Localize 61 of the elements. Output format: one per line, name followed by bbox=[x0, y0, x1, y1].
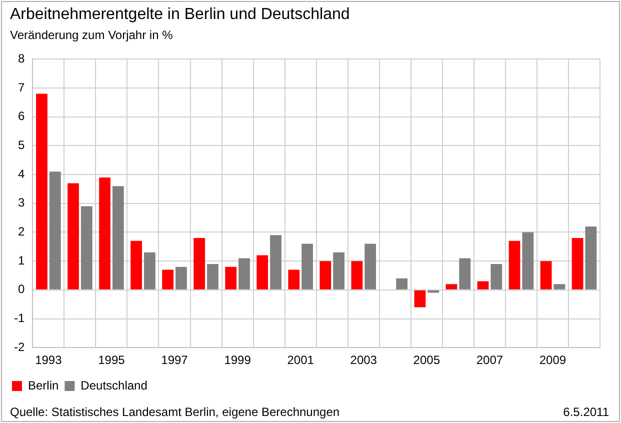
x-tick-label: 1995 bbox=[98, 353, 126, 368]
bar bbox=[490, 264, 502, 290]
bar bbox=[194, 238, 206, 290]
bar bbox=[320, 261, 332, 290]
bar bbox=[333, 252, 344, 290]
bar bbox=[112, 186, 124, 290]
bar bbox=[428, 290, 440, 293]
legend-label: Deutschland bbox=[80, 378, 148, 392]
x-tick-label: 2005 bbox=[413, 353, 440, 368]
chart-title: Arbeitnehmerentgelte in Berlin und Deutschland bbox=[10, 6, 350, 24]
bar bbox=[508, 240, 520, 290]
x-tick-label: 1999 bbox=[224, 353, 252, 368]
text: 6.5.2011 bbox=[563, 405, 609, 419]
y-tick-label: -1 bbox=[14, 311, 25, 326]
bar bbox=[414, 290, 426, 308]
bar bbox=[585, 226, 597, 290]
bar bbox=[238, 258, 250, 290]
x-tick-label: 2001 bbox=[287, 353, 314, 368]
x-tick-label: 1997 bbox=[161, 353, 188, 368]
bar bbox=[477, 281, 489, 290]
y-tick-label: 4 bbox=[18, 166, 25, 181]
bar bbox=[554, 284, 566, 290]
bar bbox=[162, 270, 174, 290]
y-tick-label: 7 bbox=[18, 80, 25, 94]
x-tick-label: 2007 bbox=[476, 353, 504, 368]
bar bbox=[49, 172, 61, 290]
y-tick-label: -2 bbox=[14, 340, 25, 354]
bar bbox=[351, 261, 363, 290]
x-tick-label: 2009 bbox=[539, 353, 566, 368]
bar bbox=[130, 240, 142, 290]
x-tick-label: 2003 bbox=[350, 353, 378, 368]
bar bbox=[207, 264, 218, 290]
y-tick-label: 2 bbox=[18, 224, 25, 239]
y-tick-label: 8 bbox=[18, 52, 25, 66]
y-tick-label: 6 bbox=[18, 109, 25, 124]
legend-label: Berlin bbox=[28, 378, 59, 392]
bar bbox=[256, 255, 268, 290]
bar bbox=[36, 94, 48, 290]
y-tick-label: 3 bbox=[18, 196, 25, 210]
bar bbox=[459, 258, 471, 290]
bar bbox=[99, 177, 110, 290]
bar bbox=[364, 244, 376, 290]
bar bbox=[572, 238, 584, 290]
y-tick-label: 5 bbox=[18, 138, 25, 152]
bar bbox=[540, 261, 552, 290]
bar bbox=[288, 270, 300, 290]
bar bbox=[302, 244, 313, 290]
y-tick-label: 1 bbox=[18, 253, 25, 268]
x-tick-label: 1993 bbox=[35, 353, 62, 368]
bar bbox=[80, 206, 92, 290]
bar bbox=[396, 278, 408, 290]
bar bbox=[522, 232, 534, 290]
y-tick-label: 0 bbox=[18, 282, 25, 296]
chart-subtitle: Veränderung zum Vorjahr in % bbox=[10, 28, 173, 42]
bar bbox=[144, 252, 156, 290]
source-note: Quelle: Statistisches Landesamt Berlin, eigene Berechnungen bbox=[10, 405, 340, 419]
bar bbox=[270, 235, 282, 290]
bar bbox=[225, 266, 237, 290]
bar bbox=[68, 183, 79, 290]
bar bbox=[176, 266, 187, 290]
bar bbox=[446, 284, 458, 290]
